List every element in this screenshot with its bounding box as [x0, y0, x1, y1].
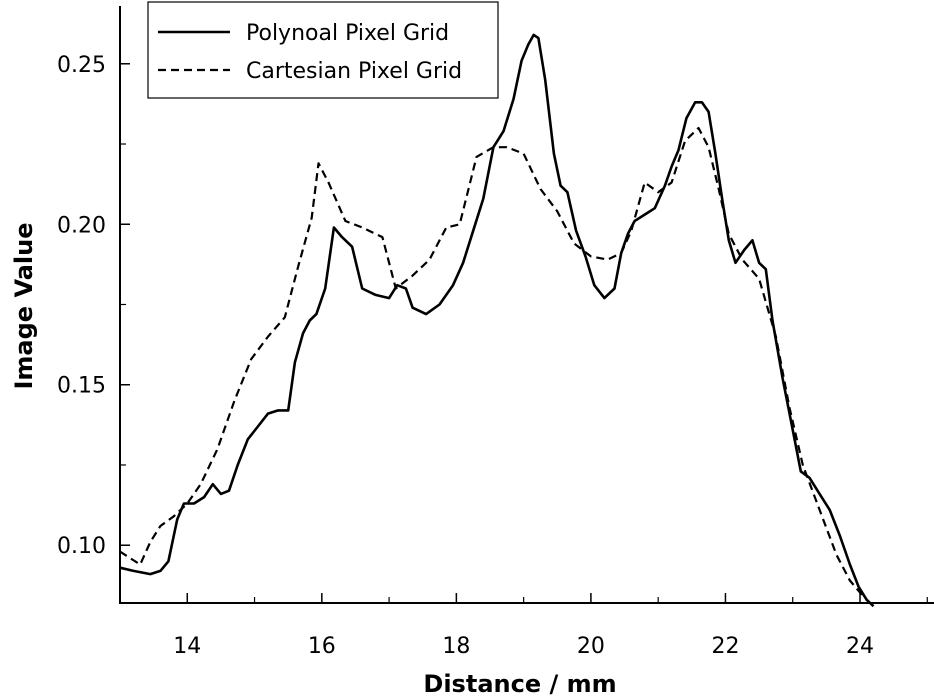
legend: Polynoal Pixel Grid Cartesian Pixel Grid	[147, 1, 499, 99]
series-line-polynoal	[119, 33, 875, 608]
y-tick-label: 0.10	[57, 534, 106, 559]
legend-label-cartesian: Cartesian Pixel Grid	[246, 59, 462, 84]
x-tick-label: 22	[711, 634, 739, 659]
y-ticks: 0.10 0.15 0.20 0.25	[57, 53, 130, 559]
x-tick-label: 14	[173, 634, 201, 659]
x-tick-label: 18	[442, 634, 470, 659]
y-tick-label: 0.15	[57, 374, 106, 399]
x-tick-label: 24	[846, 634, 874, 659]
y-tick-label: 0.20	[57, 213, 106, 238]
x-axis-title: Distance / mm	[423, 670, 616, 698]
legend-box	[147, 1, 499, 99]
x-ticks: 14 16 18 20 22 24	[173, 593, 928, 659]
y-tick-label: 0.25	[57, 53, 106, 78]
x-tick-label: 16	[308, 634, 336, 659]
plot-lines	[119, 33, 875, 608]
legend-label-polynoal: Polynoal Pixel Grid	[246, 21, 449, 46]
y-axis-title: Image Value	[10, 223, 38, 390]
x-tick-label: 20	[577, 634, 605, 659]
series-line-cartesian	[119, 126, 865, 598]
